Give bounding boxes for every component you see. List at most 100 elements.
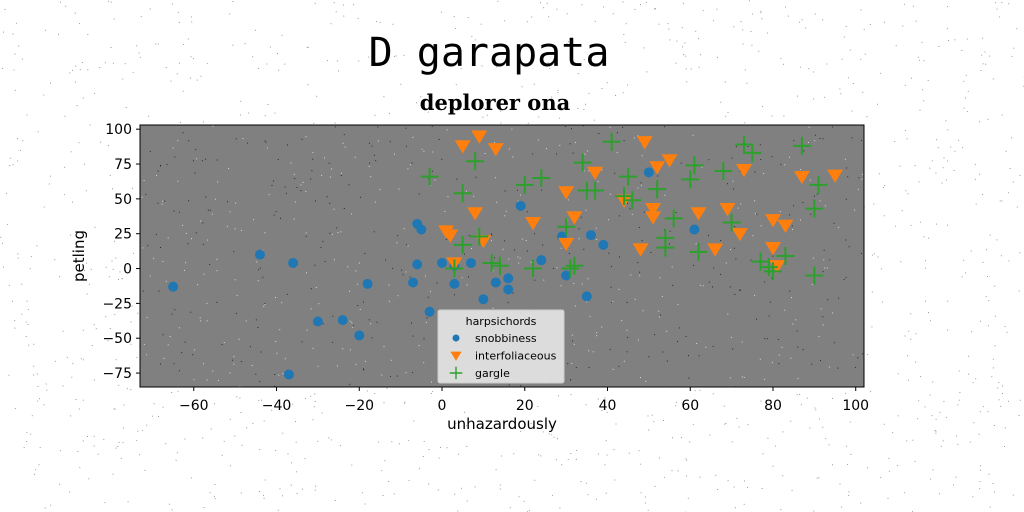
data-point-gargle [561, 259, 580, 278]
data-point-gargle [490, 256, 509, 275]
data-point-snobbiness [312, 316, 323, 327]
y-tick-label: 50 [114, 192, 132, 208]
x-tick-label: 100 [842, 398, 869, 414]
data-point-snobbiness [598, 239, 609, 250]
x-tick-label: 80 [764, 398, 782, 414]
legend: harpsichords snobbiness interfoliaceous ga… [437, 309, 565, 384]
data-point-gargle [453, 184, 472, 203]
data-point-interfoliaceous [471, 130, 488, 144]
data-point-interfoliaceous [645, 203, 662, 217]
y-tick-label: 25 [114, 227, 132, 243]
plot-speckle [141, 125, 864, 388]
data-point-snobbiness [168, 281, 179, 292]
data-point-gargle [557, 217, 576, 236]
data-point-gargle [648, 180, 667, 199]
data-point-interfoliaceous [719, 203, 736, 217]
y-tick-label: −75 [102, 366, 132, 382]
data-point-gargle [482, 253, 501, 272]
data-point-gargle [532, 168, 551, 187]
data-point-snobbiness [478, 294, 489, 305]
x-tick-label: −60 [179, 398, 209, 414]
data-point-interfoliaceous [661, 154, 678, 168]
data-point-interfoliaceous [649, 161, 666, 175]
axes-title: deplorer ona [420, 90, 571, 115]
data-point-interfoliaceous [707, 243, 724, 257]
figure-suptitle: D garapata [369, 30, 610, 76]
data-point-snobbiness [412, 259, 423, 270]
y-tick-label: −25 [102, 296, 132, 312]
data-point-gargle [689, 242, 708, 261]
data-point-gargle [623, 191, 642, 210]
data-point-interfoliaceous [454, 140, 471, 154]
data-point-snobbiness [254, 249, 265, 260]
data-point-gargle [735, 135, 754, 154]
data-point-gargle [805, 266, 824, 285]
data-point-gargle [470, 227, 489, 246]
data-point-snobbiness [503, 284, 514, 295]
data-point-gargle [586, 181, 605, 200]
legend-box [437, 309, 565, 384]
legend-marker [452, 334, 460, 342]
y-tick-label: −50 [102, 331, 132, 347]
x-tick-label: 0 [438, 398, 447, 414]
data-point-interfoliaceous [793, 170, 810, 185]
scatter-marks [168, 130, 844, 380]
data-point-interfoliaceous [731, 228, 748, 242]
data-point-interfoliaceous [636, 136, 653, 150]
data-point-snobbiness [490, 277, 501, 288]
legend-label: snobbiness [475, 332, 537, 345]
data-point-gargle [681, 170, 700, 189]
data-point-interfoliaceous [558, 237, 575, 252]
data-point-snobbiness [416, 224, 427, 235]
data-point-snobbiness [362, 278, 373, 289]
data-point-snobbiness [561, 270, 572, 281]
data-point-snobbiness [449, 278, 460, 289]
data-point-snobbiness [354, 330, 365, 341]
data-point-gargle [805, 199, 824, 218]
legend-title: harpsichords [466, 315, 537, 328]
data-point-gargle [664, 209, 683, 228]
data-point-gargle [420, 167, 439, 186]
data-point-snobbiness [337, 315, 348, 326]
data-point-interfoliaceous [827, 169, 844, 183]
data-point-interfoliaceous [467, 207, 484, 221]
y-tick-label: 0 [123, 262, 132, 278]
data-point-interfoliaceous [645, 211, 662, 225]
x-tick-label: 20 [516, 398, 534, 414]
data-point-gargle [763, 262, 782, 281]
data-point-gargle [722, 213, 741, 232]
data-point-snobbiness [515, 200, 526, 211]
data-point-snobbiness [689, 224, 700, 235]
y-tick-label: 100 [105, 122, 132, 138]
data-point-gargle [445, 259, 464, 278]
data-point-gargle [602, 132, 621, 151]
x-axis-label: unhazardously [447, 415, 557, 433]
data-point-snobbiness [283, 369, 294, 380]
data-point-gargle [453, 235, 472, 254]
legend-label: gargle [475, 367, 510, 380]
data-point-gargle [685, 156, 704, 175]
data-point-interfoliaceous [566, 211, 583, 225]
data-point-interfoliaceous [632, 243, 649, 257]
data-point-interfoliaceous [442, 229, 459, 243]
data-point-snobbiness [437, 257, 448, 268]
y-axis-label: petling [70, 230, 88, 282]
data-point-gargle [809, 175, 828, 194]
data-point-gargle [656, 238, 675, 257]
data-point-gargle [792, 136, 811, 155]
data-point-gargle [573, 153, 592, 172]
data-point-snobbiness [288, 257, 299, 268]
data-point-gargle [524, 259, 543, 278]
data-point-gargle [515, 175, 534, 194]
plot-frame [139, 124, 865, 388]
legend-marker [450, 351, 462, 361]
data-point-interfoliaceous [764, 242, 781, 256]
legend-label: interfoliaceous [475, 350, 557, 363]
data-point-snobbiness [643, 167, 654, 178]
data-point-interfoliaceous [764, 214, 781, 228]
data-point-interfoliaceous [736, 163, 753, 178]
data-point-snobbiness [408, 277, 419, 288]
data-point-gargle [619, 167, 638, 186]
data-point-gargle [466, 152, 485, 171]
